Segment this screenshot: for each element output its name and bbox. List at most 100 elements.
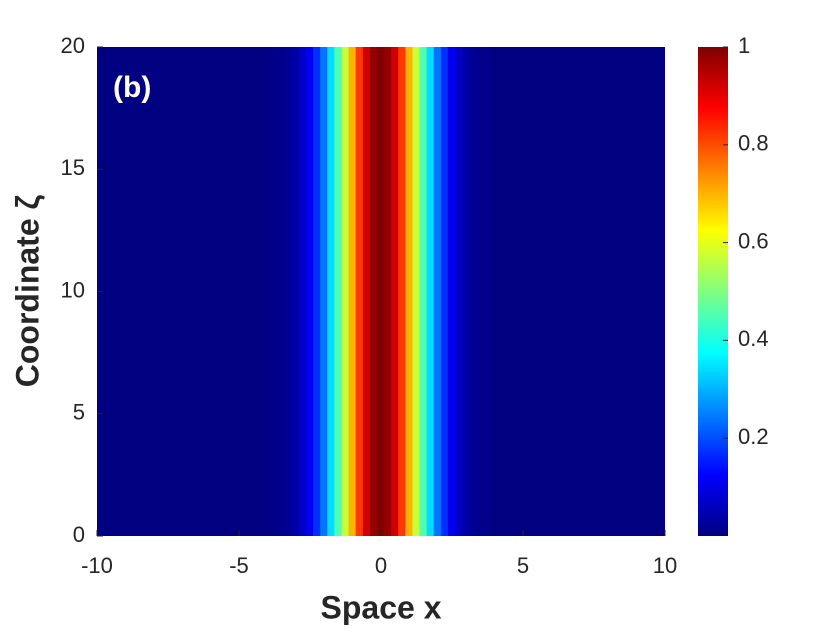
heat-cell: [320, 47, 329, 536]
x-tick-label: -10: [81, 553, 113, 578]
colorbar-tick-label: 0.4: [738, 326, 769, 351]
heat-cell: [405, 47, 414, 536]
heat-cell: [440, 47, 449, 536]
heat-cell: [313, 47, 322, 536]
y-tick-label: 10: [61, 277, 85, 302]
heat-cell: [270, 47, 279, 536]
heat-cell: [185, 47, 194, 536]
heat-cell: [334, 47, 343, 536]
colorbar-tick-label: 0.6: [738, 228, 769, 253]
heat-cell: [234, 47, 244, 536]
heat-cell: [462, 47, 471, 536]
x-tick-label: 0: [375, 553, 387, 578]
heat-cell: [554, 47, 563, 536]
heat-cell: [369, 47, 378, 536]
heat-cell: [433, 47, 442, 536]
heat-cell: [412, 47, 421, 536]
heat-cell: [348, 47, 357, 536]
heat-cell: [426, 47, 435, 536]
heat-cell: [384, 47, 393, 536]
heat-cell: [589, 47, 599, 536]
heat-cell: [582, 47, 591, 536]
heat-cell: [284, 47, 293, 536]
heat-cell: [561, 47, 570, 536]
heat-cell: [597, 47, 606, 536]
colorbar-tick-label: 0.2: [738, 424, 769, 449]
colorbar: [698, 47, 728, 536]
colorbar-tick-label: 1: [738, 33, 750, 58]
heat-cell: [199, 47, 208, 536]
heat-cell: [192, 47, 201, 536]
heat-cell: [213, 47, 222, 536]
heat-cell: [419, 47, 428, 536]
heat-cell: [135, 47, 144, 536]
heat-cell: [362, 47, 371, 536]
heat-cell: [455, 47, 464, 536]
heat-cell: [611, 47, 620, 536]
heat-cell: [604, 47, 613, 536]
heat-cell: [653, 47, 662, 536]
heat-cell: [547, 47, 556, 536]
heat-cell: [263, 47, 272, 536]
heatmap: [97, 47, 665, 536]
heat-cell: [575, 47, 584, 536]
x-tick-label: 5: [517, 553, 529, 578]
heat-cell: [660, 47, 665, 536]
heat-cell: [305, 47, 315, 536]
heat-cell: [341, 47, 350, 536]
x-tick-label: 10: [653, 553, 677, 578]
y-tick-label: 0: [73, 522, 85, 547]
heat-cell: [291, 47, 300, 536]
heat-cell: [277, 47, 286, 536]
y-tick-label: 5: [73, 400, 85, 425]
heat-cell: [114, 47, 123, 536]
heat-cell: [632, 47, 641, 536]
y-tick-label: 20: [61, 33, 85, 58]
heat-cell: [646, 47, 655, 536]
x-tick-label: -5: [229, 553, 249, 578]
heat-cell: [249, 47, 258, 536]
heat-cell: [391, 47, 400, 536]
y-tick-label: 15: [61, 155, 85, 180]
heat-cell: [121, 47, 130, 536]
panel-label: (b): [113, 71, 151, 104]
heat-cell: [227, 47, 236, 536]
heat-cell: [206, 47, 215, 536]
y-axis-label: Coordinate ζ: [9, 194, 45, 387]
heat-cell: [107, 47, 116, 536]
heat-cell: [533, 47, 542, 536]
heat-cell: [618, 47, 627, 536]
heat-cell: [220, 47, 229, 536]
heat-cell: [483, 47, 492, 536]
heat-cell: [355, 47, 364, 536]
heat-cell: [497, 47, 506, 536]
heat-cell: [178, 47, 187, 536]
heat-cell: [518, 47, 528, 536]
heat-cell: [156, 47, 165, 536]
heat-cell: [171, 47, 180, 536]
heat-cell: [100, 47, 109, 536]
heat-cell: [625, 47, 634, 536]
heat-cell: [242, 47, 251, 536]
heat-cell: [376, 47, 386, 536]
heat-cell: [568, 47, 577, 536]
heat-cell: [469, 47, 478, 536]
heat-cell: [447, 47, 457, 536]
heat-cell: [398, 47, 407, 536]
heat-cell: [476, 47, 485, 536]
heat-cell: [511, 47, 520, 536]
heat-cell: [149, 47, 158, 536]
heat-cell: [639, 47, 648, 536]
heat-cell: [540, 47, 549, 536]
heat-cell: [142, 47, 151, 536]
colorbar-tick-label: 0.8: [738, 131, 769, 156]
heat-cell: [163, 47, 173, 536]
heat-cell: [256, 47, 265, 536]
heat-cell: [526, 47, 535, 536]
x-axis-label: Space x: [321, 589, 442, 625]
heat-cell: [298, 47, 307, 536]
heat-cell: [504, 47, 513, 536]
heat-cell: [128, 47, 137, 536]
heat-cell: [490, 47, 499, 536]
